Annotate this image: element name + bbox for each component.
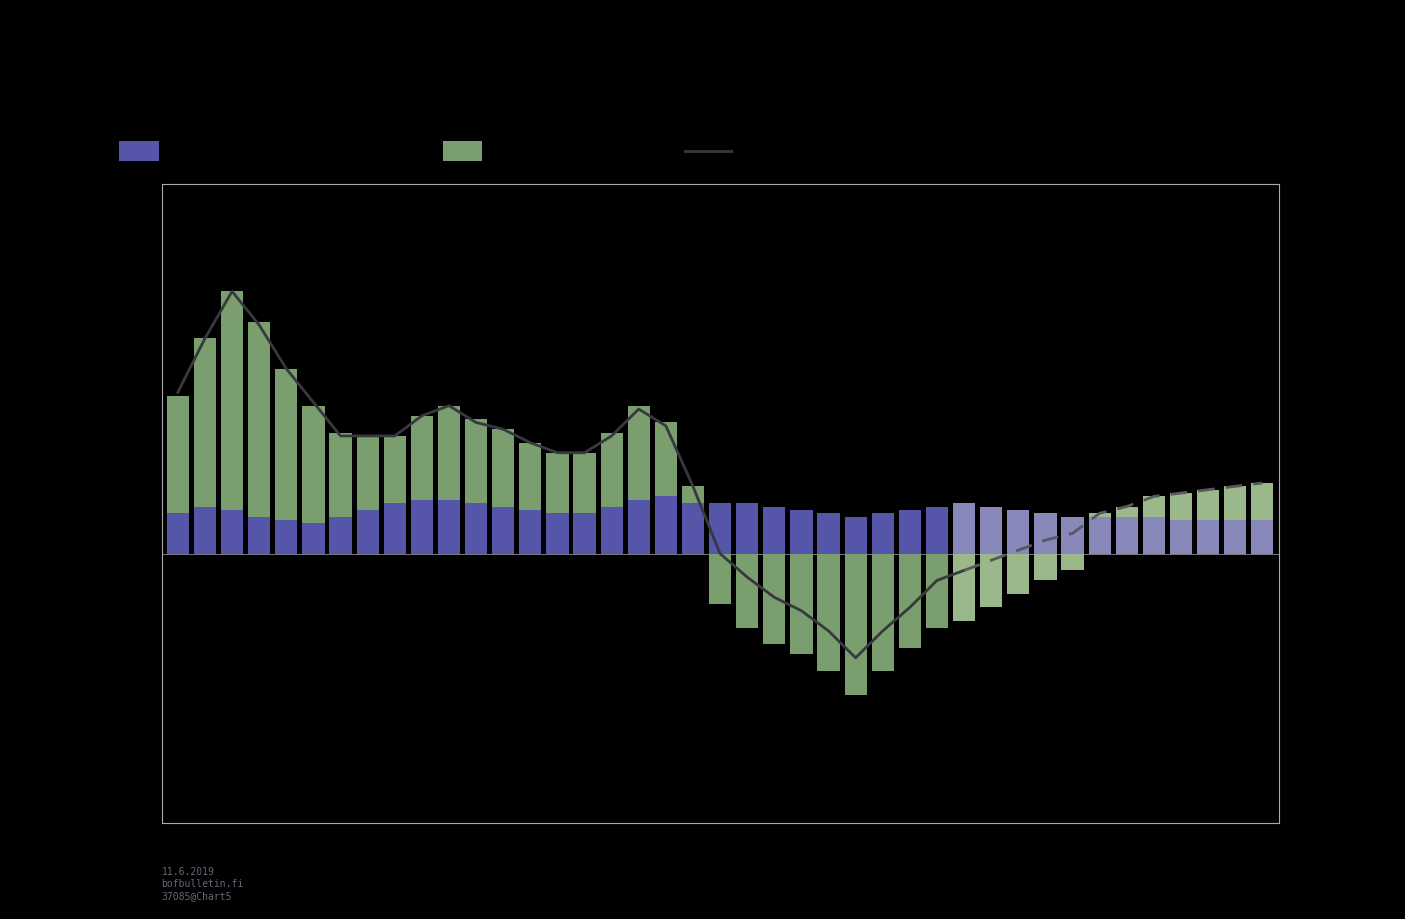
Bar <box>1224 486 1246 520</box>
Bar <box>410 415 433 500</box>
Bar <box>926 553 948 628</box>
Bar <box>981 553 1002 607</box>
Bar <box>221 510 243 553</box>
Bar <box>573 513 596 553</box>
Bar <box>818 553 840 671</box>
Bar <box>329 516 351 553</box>
Bar <box>384 504 406 553</box>
Bar <box>1089 513 1111 516</box>
Bar <box>1061 553 1083 571</box>
Bar <box>167 395 188 513</box>
Bar <box>953 553 975 621</box>
Bar <box>600 506 622 553</box>
Bar <box>520 443 541 510</box>
Bar <box>357 436 379 510</box>
Bar <box>410 500 433 553</box>
Bar <box>302 523 325 553</box>
Bar <box>790 510 812 553</box>
Bar <box>710 553 731 604</box>
Bar <box>763 506 785 553</box>
Bar <box>1034 513 1057 553</box>
Bar <box>1007 553 1030 594</box>
Bar <box>1142 496 1165 516</box>
Bar <box>1170 520 1191 553</box>
Bar <box>1142 516 1165 553</box>
Bar <box>275 520 298 553</box>
Bar <box>221 291 243 510</box>
Bar <box>302 405 325 523</box>
Bar <box>981 506 1002 553</box>
Bar <box>1116 506 1138 516</box>
Bar <box>763 553 785 644</box>
Bar <box>384 436 406 504</box>
Bar <box>926 506 948 553</box>
Bar <box>1007 510 1030 553</box>
Bar <box>790 553 812 654</box>
Bar <box>492 506 514 553</box>
Bar <box>438 500 459 553</box>
Bar <box>844 516 867 553</box>
Bar <box>194 506 216 553</box>
Bar <box>899 510 920 553</box>
Bar <box>628 405 651 500</box>
Bar <box>547 513 569 553</box>
Bar <box>871 553 894 671</box>
Bar <box>655 496 677 553</box>
Text: 11.6.2019
bofbulletin.fi
37085@Chart5: 11.6.2019 bofbulletin.fi 37085@Chart5 <box>162 868 244 901</box>
Bar <box>655 423 677 496</box>
Bar <box>492 429 514 506</box>
Bar <box>1252 520 1273 553</box>
Bar <box>275 369 298 520</box>
Bar <box>600 433 622 506</box>
Bar <box>1170 494 1191 520</box>
Bar <box>1224 520 1246 553</box>
Bar <box>736 504 759 553</box>
Bar <box>844 553 867 695</box>
Bar <box>1089 516 1111 553</box>
Bar <box>194 338 216 506</box>
Bar <box>818 513 840 553</box>
Bar <box>1197 490 1220 520</box>
Bar <box>1034 553 1057 581</box>
Bar <box>681 504 704 553</box>
Bar <box>249 322 270 516</box>
Bar <box>899 553 920 648</box>
Bar <box>249 516 270 553</box>
Bar <box>329 433 351 516</box>
Bar <box>710 504 731 553</box>
Bar <box>573 453 596 513</box>
Bar <box>1061 516 1083 553</box>
Bar <box>465 504 488 553</box>
Bar <box>1116 516 1138 553</box>
Bar <box>438 405 459 500</box>
Bar <box>871 513 894 553</box>
Bar <box>167 513 188 553</box>
Bar <box>1197 520 1220 553</box>
Bar <box>547 453 569 513</box>
Bar <box>520 510 541 553</box>
Bar <box>357 510 379 553</box>
Bar <box>1252 483 1273 520</box>
Bar <box>736 553 759 628</box>
Bar <box>953 504 975 553</box>
Bar <box>628 500 651 553</box>
Bar <box>465 419 488 504</box>
Bar <box>681 486 704 504</box>
